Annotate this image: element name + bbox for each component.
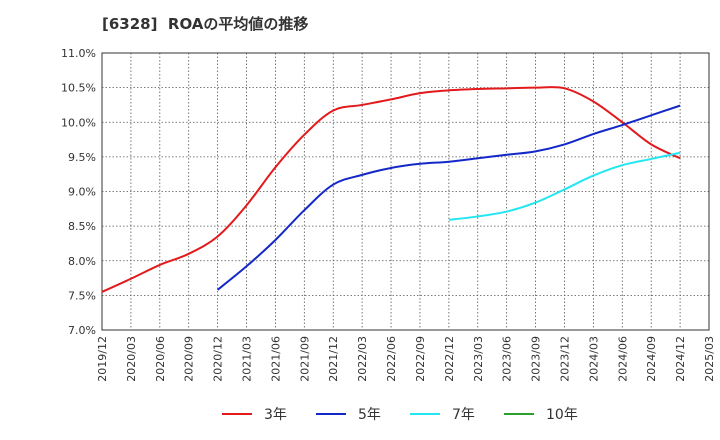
series-line-0 bbox=[101, 86, 681, 293]
legend-label: 10年 bbox=[546, 407, 578, 423]
plot-area bbox=[102, 53, 709, 330]
series-lines bbox=[101, 86, 681, 293]
y-tick-label: 9.0% bbox=[68, 186, 96, 199]
legend-label: 3年 bbox=[264, 407, 287, 423]
x-tick-label: 2020/06 bbox=[154, 336, 167, 382]
x-tick-label: 2023/12 bbox=[558, 336, 571, 382]
x-tick-label: 2021/03 bbox=[241, 336, 254, 382]
x-tick-label: 2022/12 bbox=[443, 336, 456, 382]
legend-label: 5年 bbox=[358, 407, 381, 423]
x-axis-ticks: 2019/12 2020/03 2020/06 2020/09 2020/12 2021/… bbox=[96, 336, 716, 382]
x-tick-label: 2021/09 bbox=[298, 336, 311, 382]
gridlines bbox=[102, 53, 709, 330]
x-tick-label: 2023/06 bbox=[501, 336, 514, 382]
plot-frame bbox=[101, 52, 710, 331]
y-tick-label: 9.5% bbox=[68, 151, 96, 164]
y-tick-label: 8.5% bbox=[68, 220, 96, 233]
x-tick-label: 2024/09 bbox=[645, 336, 658, 382]
y-tick-label: 7.5% bbox=[68, 289, 96, 302]
x-tick-label: 2020/12 bbox=[212, 336, 225, 382]
x-tick-label: 2024/12 bbox=[674, 336, 687, 382]
chart-title: [6328] ROAの平均値の推移 bbox=[102, 15, 309, 33]
x-tick-label: 2024/06 bbox=[616, 336, 629, 382]
x-tick-label: 2021/06 bbox=[269, 336, 282, 382]
y-tick-label: 11.0% bbox=[61, 47, 96, 60]
legend-label: 7年 bbox=[452, 407, 475, 423]
x-tick-label: 2022/09 bbox=[414, 336, 427, 382]
y-tick-label: 8.0% bbox=[68, 255, 96, 268]
x-tick-label: 2023/03 bbox=[472, 336, 485, 382]
x-tick-label: 2025/03 bbox=[703, 336, 716, 382]
y-tick-label: 10.0% bbox=[61, 116, 96, 129]
x-tick-label: 2024/03 bbox=[587, 336, 600, 382]
series-line-2 bbox=[448, 151, 681, 221]
x-tick-label: 2019/12 bbox=[96, 336, 109, 382]
y-tick-label: 10.5% bbox=[61, 82, 96, 95]
x-tick-label: 2020/03 bbox=[125, 336, 138, 382]
x-tick-label: 2023/09 bbox=[530, 336, 543, 382]
x-tick-label: 2022/06 bbox=[385, 336, 398, 382]
y-axis-ticks: 7.0% 7.5% 8.0% 8.5% 9.0% 9.5% 10.0% 10.5% 11.0% bbox=[61, 47, 96, 337]
x-tick-label: 2020/09 bbox=[183, 336, 196, 382]
x-tick-label: 2021/12 bbox=[327, 336, 340, 382]
y-tick-label: 7.0% bbox=[68, 324, 96, 337]
x-tick-label: 2022/03 bbox=[356, 336, 369, 382]
legend: 3年 5年 7年 10年 bbox=[222, 407, 578, 423]
series-line-1 bbox=[216, 104, 681, 291]
